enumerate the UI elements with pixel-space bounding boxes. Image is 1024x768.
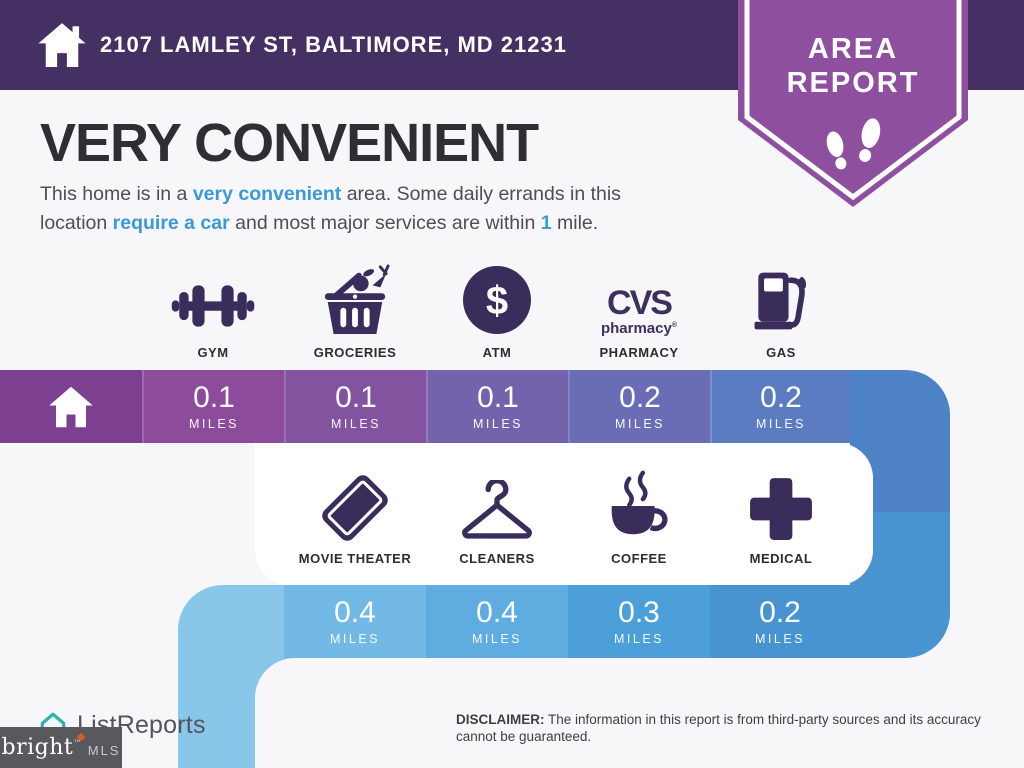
amenity-label: GYM xyxy=(197,345,229,360)
amenity-groceries: GROCERIES xyxy=(284,262,426,360)
amenity-label: GAS xyxy=(766,345,796,360)
movie-ticket-icon xyxy=(284,468,426,545)
coffee-cup-icon xyxy=(568,468,710,542)
band-turn-top-left xyxy=(178,585,284,658)
svg-text:$: $ xyxy=(486,279,508,323)
amenity-gym: GYM xyxy=(142,262,284,360)
amenity-label: GROCERIES xyxy=(313,345,397,360)
badge-line2: REPORT xyxy=(787,67,920,99)
hanger-icon xyxy=(426,468,568,542)
bright-mls-logo: bright™ MLS xyxy=(0,727,122,768)
bright-wordmark: bright™ xyxy=(2,732,85,760)
badge-line1: AREA xyxy=(808,33,898,65)
home-icon xyxy=(49,386,93,427)
bottom-plate xyxy=(255,658,1024,768)
distance-movie-theater: 0.4 MILES xyxy=(284,585,426,658)
amenity-coffee: COFFEE xyxy=(568,468,710,566)
desc-highlight-rating: very convenient xyxy=(192,183,342,205)
amenity-label: CLEANERS xyxy=(459,551,535,566)
disclaimer: DISCLAIMER: The information in this repo… xyxy=(456,711,996,745)
medical-cross-icon xyxy=(710,468,852,542)
amenity-label: MEDICAL xyxy=(749,551,813,566)
amenity-medical: MEDICAL xyxy=(710,468,852,566)
property-address: 2107 LAMLEY ST, BALTIMORE, MD 21231 xyxy=(100,32,567,57)
gas-pump-icon xyxy=(710,262,852,336)
distance-groceries: 0.1 MILES xyxy=(284,370,426,443)
footprints-icon xyxy=(826,118,881,170)
amenity-pharmacy: CVS pharmacy® PHARMACY xyxy=(568,262,710,360)
grocery-basket-icon xyxy=(284,262,426,336)
amenity-label: COFFEE xyxy=(611,551,667,566)
cvs-pharmacy-logo: CVS pharmacy® xyxy=(600,284,678,337)
distance-gym: 0.1 MILES xyxy=(142,370,284,443)
disclaimer-label: DISCLAIMER: xyxy=(456,712,545,727)
desc-text: This home is in a xyxy=(40,183,193,205)
desc-highlight-distance: 1 xyxy=(540,212,552,234)
distance-atm: 0.1 MILES xyxy=(426,370,568,443)
amenity-atm: $ ATM xyxy=(426,262,568,360)
home-icon xyxy=(36,20,88,75)
amenity-movie-theater: MOVIE THEATER xyxy=(284,468,426,566)
amenity-label: MOVIE THEATER xyxy=(298,551,412,566)
disclaimer-text: The information in this report is from t… xyxy=(456,712,981,744)
distance-pharmacy: 0.2 MILES xyxy=(568,370,710,443)
amenity-label: PHARMACY xyxy=(599,345,679,360)
mls-suffix: MLS xyxy=(87,743,121,758)
desc-highlight-car: require a car xyxy=(112,212,230,234)
dollar-circle-icon: $ xyxy=(426,262,568,336)
amenity-label: ATM xyxy=(482,345,512,360)
amenity-gas: GAS xyxy=(710,262,852,360)
distance-medical: 0.2 MILES xyxy=(710,585,850,658)
dumbbell-icon xyxy=(142,262,284,336)
amenity-cleaners: CLEANERS xyxy=(426,468,568,566)
distance-gas: 0.2 MILES xyxy=(710,370,850,443)
walkability-headline: VERY CONVENIENT xyxy=(40,113,539,173)
band-home-segment xyxy=(0,370,142,443)
walkability-description: This home is in a very convenient area. … xyxy=(40,183,621,234)
area-report-badge: AREA REPORT xyxy=(738,0,968,220)
distance-coffee: 0.3 MILES xyxy=(568,585,710,658)
distance-cleaners: 0.4 MILES xyxy=(426,585,568,658)
